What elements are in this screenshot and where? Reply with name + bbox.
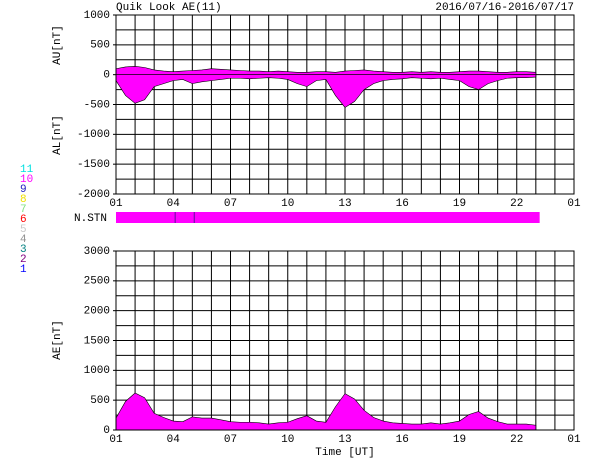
x-tick-label: 01 [109,434,123,446]
x-tick-label: 04 [167,434,181,446]
x-axis-label: Time [UT] [315,447,374,459]
area [115,66,537,75]
legend-entry: 5 [20,224,27,236]
y-tick-label: 1000 [84,10,110,22]
area [115,392,537,431]
y-tick-label: 1000 [84,365,110,377]
x-tick-label: 13 [338,198,351,210]
legend-entry: 9 [20,184,27,196]
y-tick-label: 0 [103,70,110,82]
strip-label: N.STN [74,213,107,225]
x-tick-label: 07 [224,198,237,210]
y-tick-label: 500 [90,40,110,52]
legend-entry: 2 [20,254,27,266]
legend-entry: 8 [20,194,27,206]
y-tick-label: -1000 [77,129,110,141]
plot-frame [115,14,575,195]
y-tick-label: -1500 [77,159,110,171]
x-tick-label: 13 [338,434,351,446]
date-range: 2016/07/16-2016/07/17 [435,2,574,14]
station-bar [116,212,540,223]
y-tick-label: 2000 [84,306,110,318]
x-tick-label: 07 [224,434,237,446]
x-tick-label: 10 [281,434,294,446]
y-tick-label: 1500 [84,335,110,347]
x-tick-label: 22 [510,198,523,210]
x-tick-label: 22 [510,434,523,446]
legend-entry: 10 [20,174,33,186]
legend-entry: 3 [20,244,27,256]
legend-entry: 6 [20,214,27,226]
y-tick-label: 3000 [84,246,110,258]
x-tick-label: 19 [453,198,466,210]
x-tick-label: 01 [567,198,581,210]
x-tick-label: 01 [567,434,581,446]
y-axis-label: AE[nT] [52,320,64,360]
x-tick-label: 19 [453,434,466,446]
legend-entry: 4 [20,234,27,246]
y-axis-label: AL[nT] [52,115,64,155]
x-tick-label: 04 [167,198,181,210]
x-tick-label: 10 [281,198,294,210]
x-tick-label: 16 [396,434,409,446]
plot-frame [115,250,575,431]
legend-entry: 1 [20,264,27,276]
y-axis-label: AU[nT] [52,25,64,65]
y-tick-label: -500 [84,99,110,111]
y-tick-label: 500 [90,395,110,407]
y-tick-label: 2500 [84,276,110,288]
legend-entry: 7 [20,204,27,216]
y-tick-label: 0 [103,425,110,437]
area [115,74,537,108]
legend-entry: 11 [20,164,34,176]
x-tick-label: 01 [109,198,123,210]
x-tick-label: 16 [396,198,409,210]
title: Quik Look AE(11) [116,2,222,14]
y-tick-label: -2000 [77,189,110,201]
